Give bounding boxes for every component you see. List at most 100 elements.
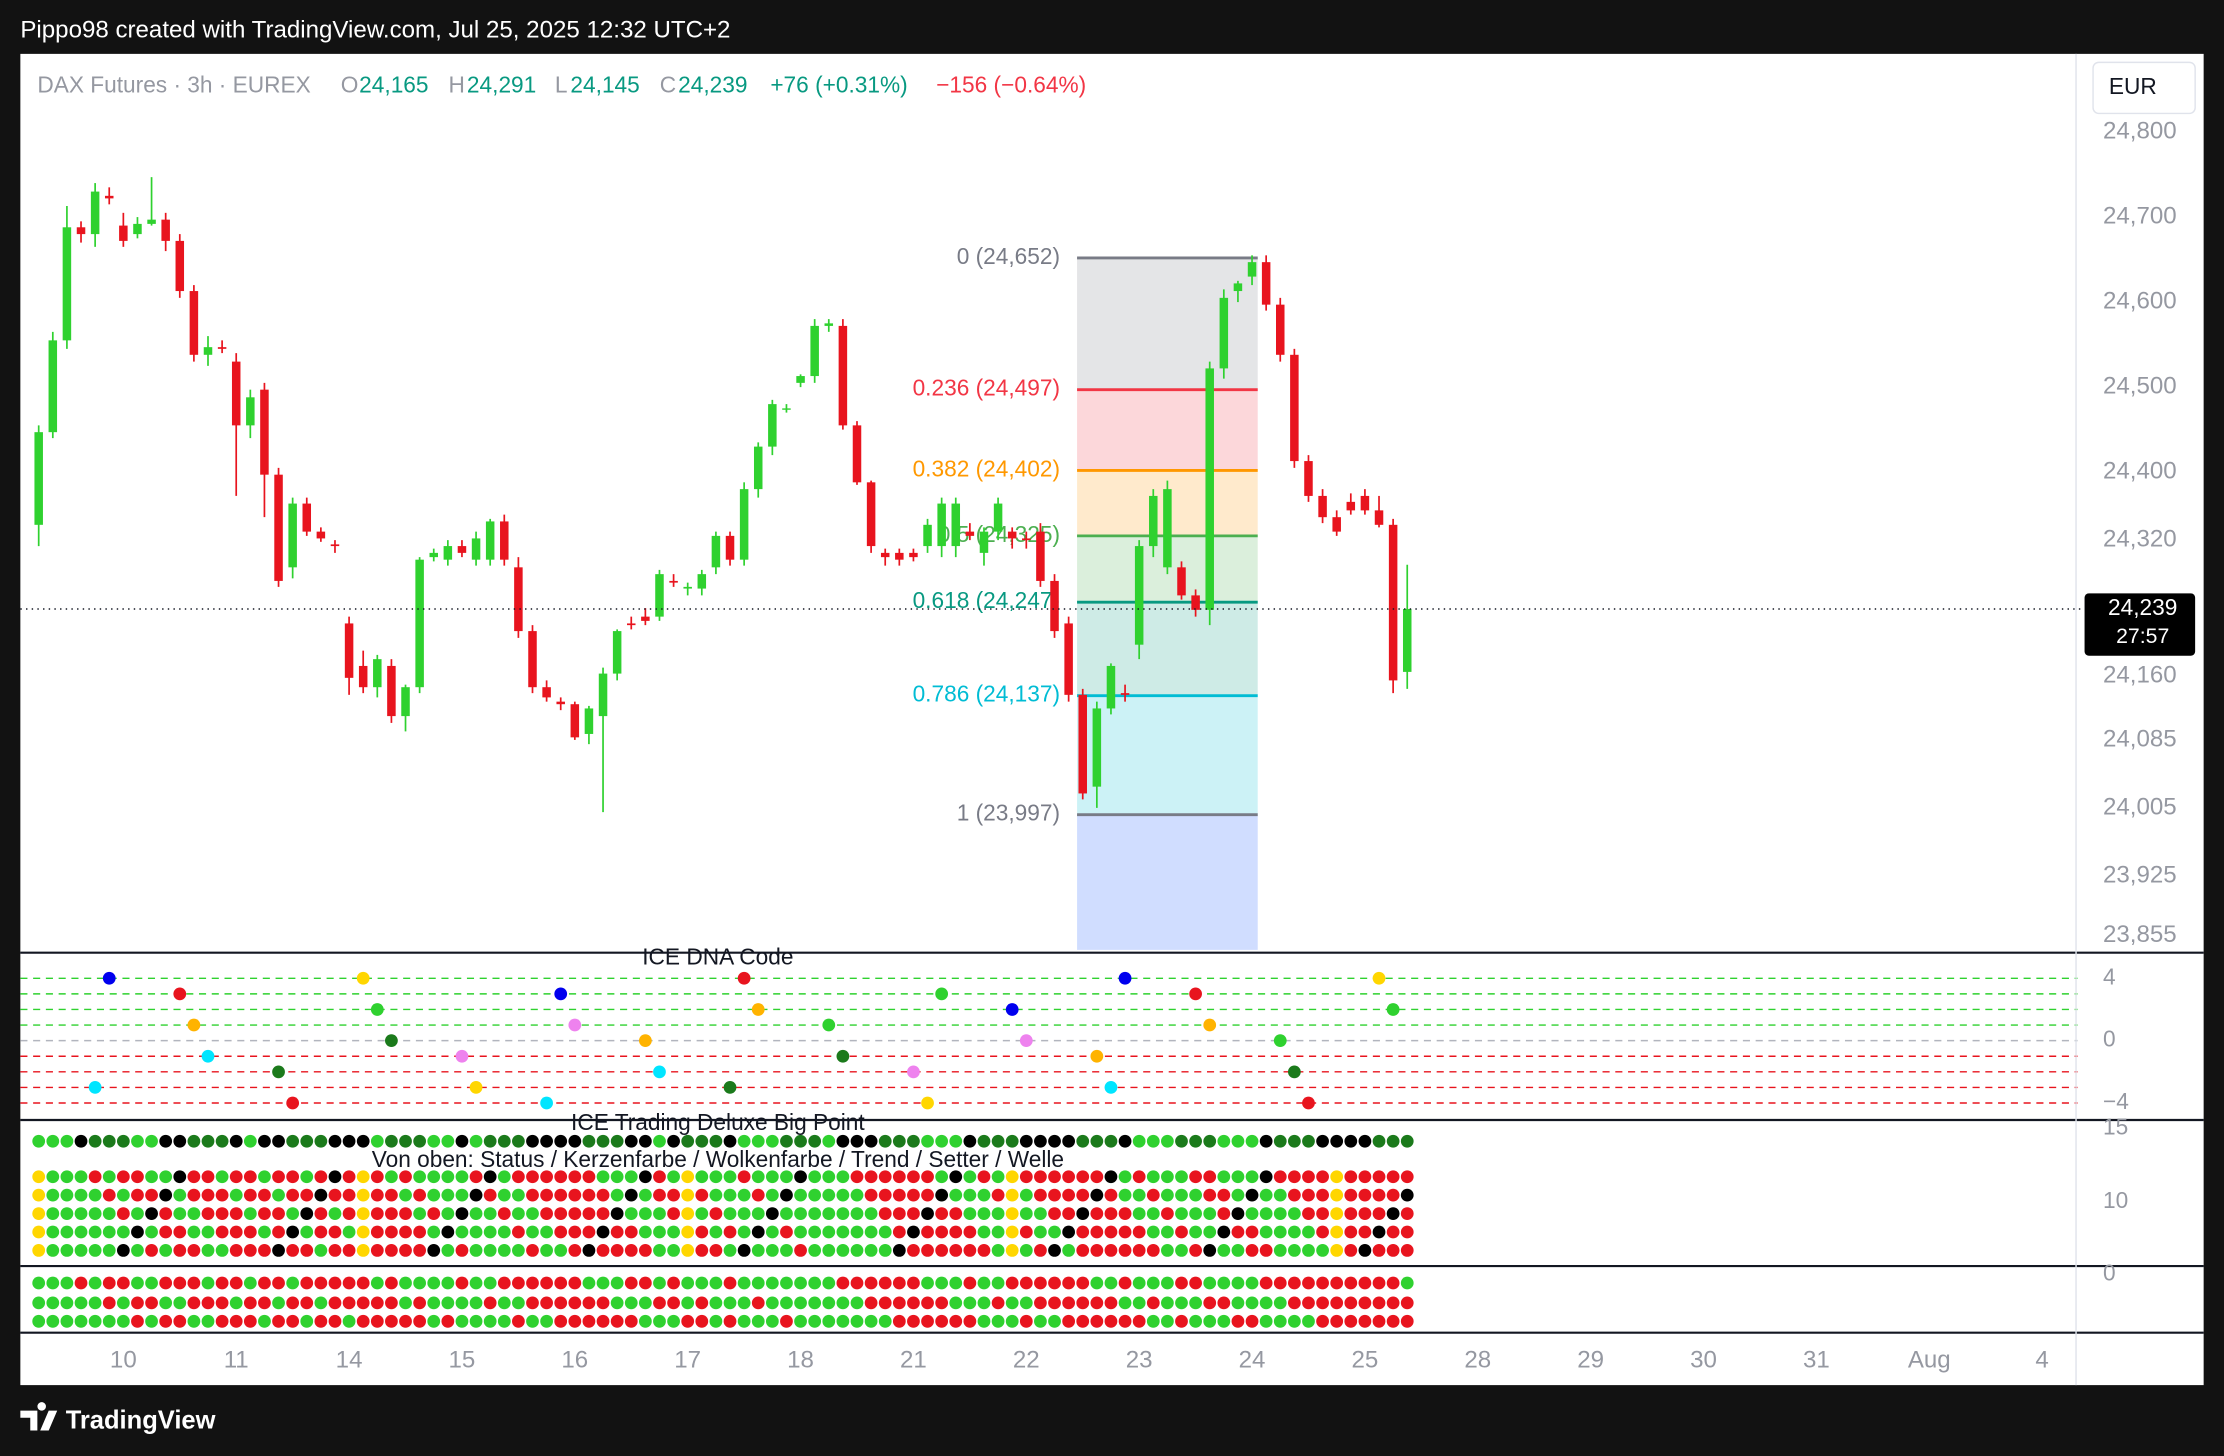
momentum-dot [808,1276,822,1290]
status-dot [131,1207,144,1220]
momentum-dot [1104,1276,1118,1290]
momentum-dot [427,1314,441,1328]
status-dot [1005,1134,1019,1148]
button-box[interactable] [2092,61,2196,115]
momentum-dot [582,1296,596,1310]
momentum-dot [483,1276,497,1290]
status-dot [892,1207,906,1220]
candle-body [119,225,128,241]
status-dot [1400,1188,1414,1202]
momentum-dot [878,1314,892,1328]
status-dot [638,1134,652,1148]
status-dot [963,1244,977,1257]
status-dot [1273,1188,1287,1202]
momentum-dot [1175,1314,1188,1328]
momentum-dot [794,1276,807,1290]
momentum-dot [1231,1276,1245,1290]
status-dot [370,1170,384,1184]
status-dot [1203,1207,1217,1220]
status-dot [1330,1134,1344,1148]
status-dot [864,1170,878,1184]
x-tick-label: Aug [1908,1346,1951,1373]
momentum-dot [638,1276,652,1290]
momentum-dot [497,1296,511,1310]
status-dot [864,1225,878,1239]
fib-zone [1077,814,1258,950]
status-dot [554,1225,568,1239]
momentum-dot [1104,1296,1118,1310]
status-dot [949,1188,963,1202]
status-dot [596,1188,610,1202]
y-tick-label: 24,500 [2103,372,2177,399]
status-dot [1076,1170,1090,1184]
candle-body [1374,510,1384,525]
y-tick-label: 23,855 [2103,921,2177,948]
status-dot [1302,1188,1315,1202]
status-dot [159,1225,173,1239]
panel-tick-label: 0 [2103,1260,2116,1286]
momentum-dot [794,1314,807,1328]
momentum-dot [1259,1276,1273,1290]
status-dot [808,1188,822,1202]
status-dot [60,1244,74,1257]
momentum-dot [624,1296,638,1310]
status-dot [681,1207,695,1220]
status-dot [695,1188,709,1202]
status-dot [1330,1225,1344,1239]
status-dot [836,1188,850,1202]
momentum-dot [653,1314,666,1328]
momentum-dot [399,1296,412,1310]
status-dot [1358,1225,1372,1239]
currency-button[interactable]: EUR [2092,61,2196,115]
momentum-dot [1034,1296,1047,1310]
status-dot [1175,1225,1188,1239]
status-dot [1203,1244,1217,1257]
momentum-dot [483,1296,497,1310]
momentum-dot [1090,1314,1104,1328]
status-dot [74,1170,88,1184]
status-dot [723,1170,737,1184]
momentum-dot [907,1314,920,1328]
candle-body [1360,495,1370,511]
status-dot [878,1170,892,1184]
momentum-dot [1175,1296,1188,1310]
candle-body [669,580,678,583]
status-dot [1245,1188,1259,1202]
x-tick-label: 22 [1013,1346,1040,1373]
status-dot [1034,1188,1047,1202]
status-dot [1259,1188,1273,1202]
status-dot [1372,1225,1386,1239]
status-dot [272,1134,285,1148]
status-dot [864,1188,878,1202]
status-dot [201,1225,215,1239]
status-dot [822,1244,836,1257]
status-dot [1034,1134,1047,1148]
status-dot [878,1207,892,1220]
momentum-dot [695,1276,709,1290]
momentum-dot [1189,1314,1202,1328]
momentum-dot [653,1296,666,1310]
momentum-dot [300,1296,314,1310]
momentum-dot [1005,1296,1019,1310]
candle-body [1332,517,1341,532]
status-dot [1062,1188,1076,1202]
momentum-dot [60,1296,74,1310]
status-dot [413,1188,427,1202]
momentum-dot [286,1314,300,1328]
momentum-dot [356,1276,370,1290]
momentum-dot [116,1296,130,1310]
momentum-dot [1386,1314,1400,1328]
status-dot [173,1188,187,1202]
dna-dot [1118,971,1132,985]
status-dot [512,1244,525,1257]
status-dot [272,1188,285,1202]
status-dot [921,1170,934,1184]
momentum-dot [469,1276,483,1290]
status-dot [483,1207,497,1220]
status-dot [32,1188,46,1202]
status-dot [370,1207,384,1220]
status-dot [201,1134,215,1148]
button-label[interactable]: EUR [2109,73,2157,99]
status-dot [441,1244,455,1257]
momentum-dot [1344,1296,1358,1310]
